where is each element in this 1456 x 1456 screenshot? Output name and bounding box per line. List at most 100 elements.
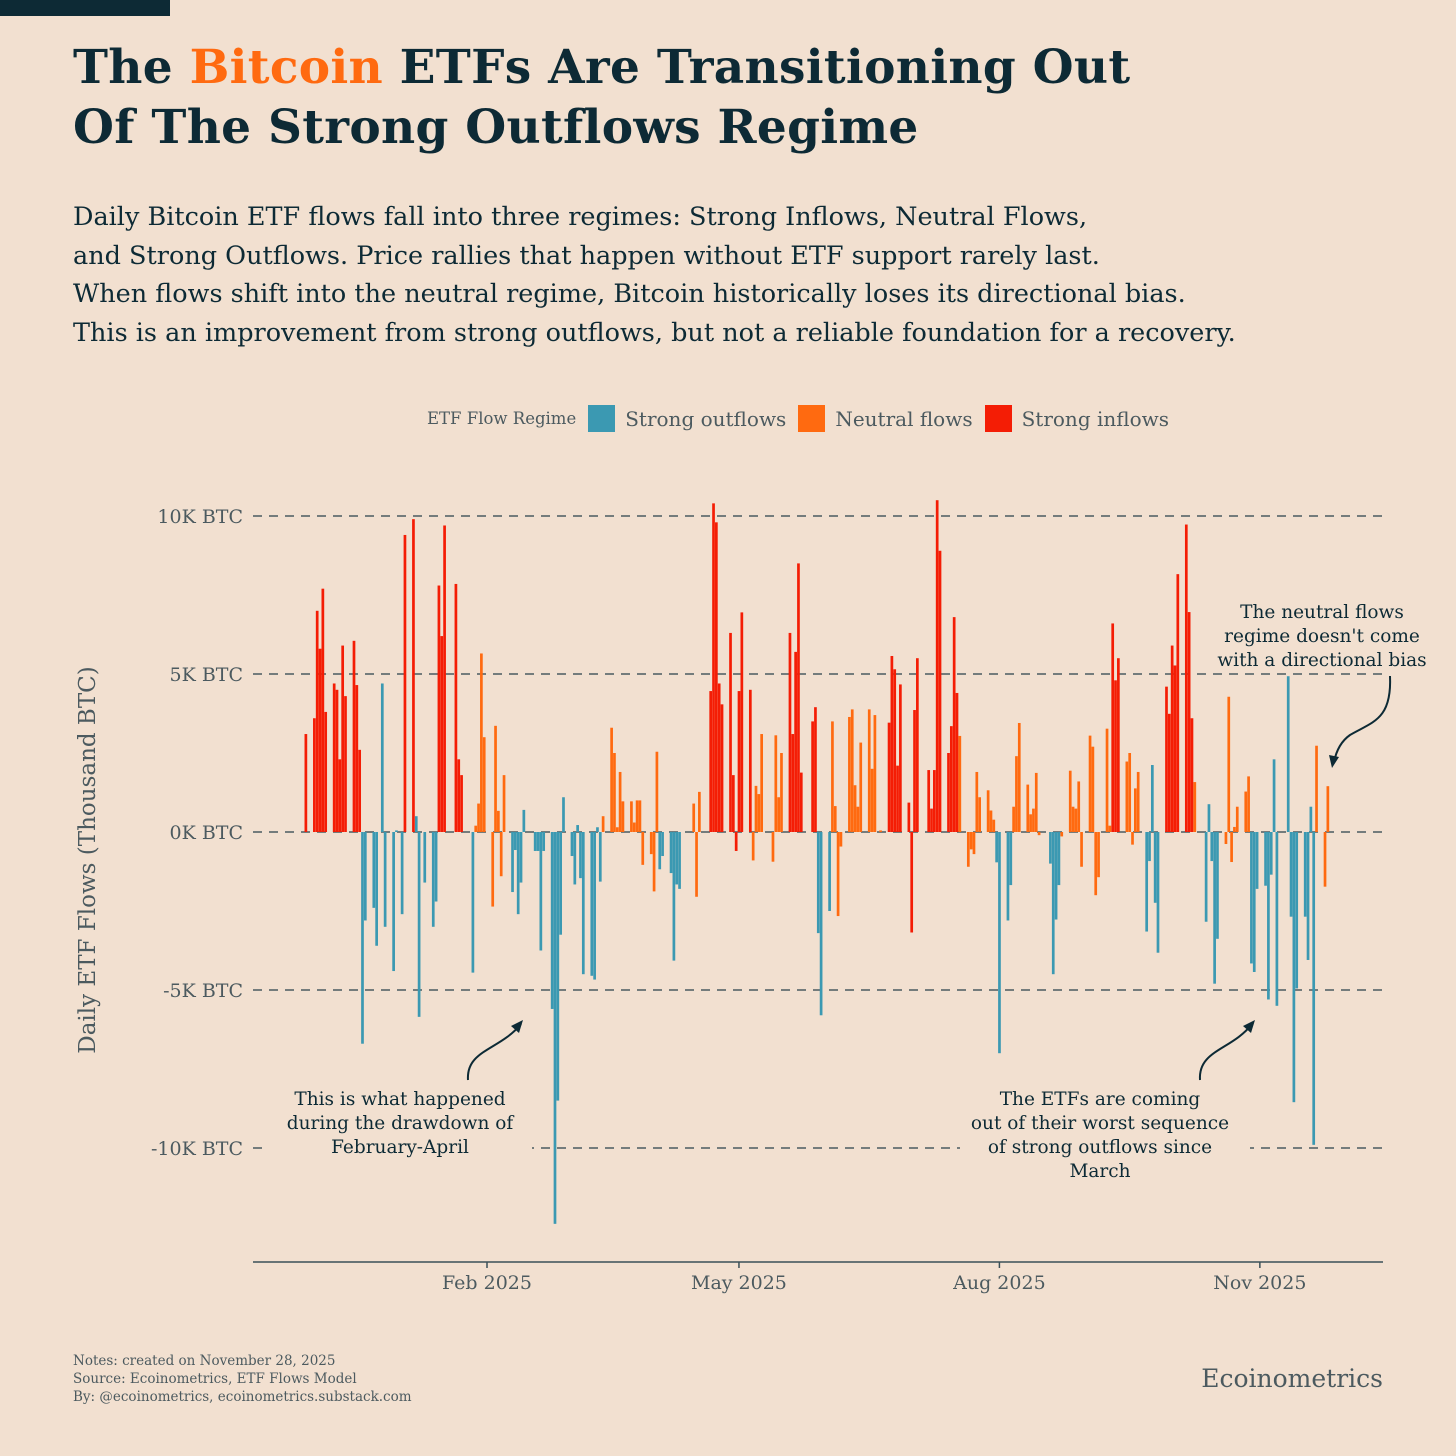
- bar-neutral-flows: [859, 742, 863, 832]
- bar-strong-outflows: [471, 832, 475, 973]
- bar-strong-inflows: [907, 802, 911, 832]
- bar-strong-outflows: [550, 832, 554, 1009]
- subtitle-line: and Strong Outflows. Price rallies that …: [73, 240, 1100, 271]
- bar-neutral-flows: [780, 753, 783, 832]
- bar-strong-inflows: [949, 726, 953, 832]
- source-text: Source: Ecoinometrics, ETF Flows Model: [73, 1371, 357, 1387]
- bar-neutral-flows: [1080, 832, 1083, 867]
- bar-strong-outflows: [816, 832, 820, 934]
- bar-strong-inflows: [1184, 524, 1188, 832]
- y-tick-label: -5K BTC: [163, 980, 243, 1002]
- bar-neutral-flows: [1077, 781, 1081, 832]
- bar-neutral-flows: [992, 819, 996, 832]
- bar-strong-outflows: [1267, 832, 1270, 1000]
- bar-strong-inflows: [715, 522, 718, 832]
- bar-strong-inflows: [748, 689, 752, 832]
- annotation-line: with a directional bias: [1217, 650, 1426, 671]
- bar-strong-inflows: [890, 655, 894, 832]
- bar-neutral-flows: [618, 771, 622, 832]
- bar-strong-outflows: [581, 832, 585, 975]
- bar-neutral-flows: [1088, 735, 1092, 832]
- bar-strong-outflows: [516, 832, 520, 915]
- bar-strong-outflows: [658, 832, 662, 870]
- bar-neutral-flows: [477, 803, 480, 832]
- bar-strong-outflows: [1303, 832, 1307, 917]
- bar-neutral-flows: [856, 806, 860, 832]
- bar-strong-outflows: [395, 830, 398, 832]
- bar-strong-outflows: [1275, 832, 1279, 1006]
- bar-strong-inflows: [1176, 574, 1180, 832]
- bar-strong-inflows: [355, 685, 359, 832]
- bar-strong-inflows: [341, 645, 345, 832]
- bar-strong-inflows: [930, 808, 933, 832]
- subtitle-line: When flows shift into the neutral regime…: [73, 279, 1186, 309]
- annotation-worst-sequence: The ETFs are coming out of their worst s…: [960, 1020, 1255, 1188]
- bar-strong-inflows: [729, 632, 732, 832]
- bar-neutral-flows: [1233, 826, 1236, 832]
- bar-strong-inflows: [709, 691, 713, 832]
- bar-neutral-flows: [1125, 761, 1129, 832]
- annotation-line: March: [1069, 1161, 1130, 1182]
- bar-neutral-flows: [1029, 814, 1032, 832]
- bar-neutral-flows: [692, 803, 696, 832]
- bar-neutral-flows: [1247, 776, 1250, 832]
- bar-neutral-flows: [867, 709, 871, 832]
- bar-strong-outflows: [596, 827, 599, 832]
- bar-strong-outflows: [539, 832, 543, 951]
- bar-strong-inflows: [814, 707, 817, 832]
- bar-strong-inflows: [358, 749, 362, 832]
- bar-strong-inflows: [315, 610, 319, 832]
- bar-neutral-flows: [1094, 832, 1098, 896]
- bar-strong-outflows: [1051, 832, 1055, 975]
- annotation-line: during the drawdown of: [287, 1113, 515, 1134]
- bar-strong-outflows: [828, 832, 831, 911]
- bar-neutral-flows: [1068, 770, 1072, 832]
- subtitle-line: This is an improvement from strong outfl…: [73, 317, 1236, 348]
- bar-strong-inflows: [457, 759, 461, 832]
- bar-strong-outflows: [1156, 832, 1160, 953]
- bar-neutral-flows: [1034, 772, 1038, 832]
- bar-strong-outflows: [1049, 832, 1052, 864]
- bar-neutral-flows: [499, 832, 503, 877]
- bar-strong-outflows: [375, 832, 378, 946]
- bar-strong-inflows: [947, 753, 950, 832]
- bar-neutral-flows: [652, 832, 656, 892]
- bar-strong-outflows: [576, 825, 579, 832]
- bar-strong-inflows: [460, 775, 463, 832]
- bar-strong-outflows: [995, 832, 998, 863]
- bar-strong-outflows: [511, 832, 514, 893]
- brand-logo-text: Ecoinometrics: [1201, 1364, 1383, 1393]
- bar-strong-outflows: [1145, 832, 1149, 932]
- bar-neutral-flows: [972, 832, 976, 855]
- bar-strong-outflows: [1306, 832, 1310, 960]
- bar-neutral-flows: [497, 810, 500, 832]
- bar-strong-outflows: [672, 832, 676, 961]
- bar-strong-outflows: [1210, 832, 1214, 862]
- annotation-line: The neutral flows: [1240, 602, 1404, 623]
- bar-neutral-flows: [1105, 728, 1109, 832]
- bar-strong-outflows: [598, 832, 602, 882]
- bar-strong-inflows: [740, 612, 744, 832]
- bar-strong-outflows: [414, 816, 418, 832]
- bar-strong-inflows: [731, 775, 735, 832]
- bar-neutral-flows: [1193, 782, 1197, 832]
- bar-strong-outflows: [383, 832, 387, 927]
- bar-neutral-flows: [986, 790, 990, 832]
- bar-neutral-flows: [1017, 722, 1021, 832]
- legend: ETF Flow Regime Strong outflows Neutral …: [427, 405, 1181, 432]
- bar-neutral-flows: [1032, 808, 1035, 832]
- bar-strong-outflows: [1150, 765, 1154, 832]
- bar-strong-inflows: [952, 617, 956, 832]
- annotation-line: This is what happened: [294, 1089, 505, 1110]
- bar-neutral-flows: [839, 832, 843, 847]
- arrowhead-icon: [1329, 755, 1339, 768]
- bar-strong-inflows: [313, 718, 316, 832]
- bar-strong-inflows: [1165, 686, 1168, 832]
- bar-strong-outflows: [1216, 832, 1219, 939]
- bar-strong-inflows: [318, 648, 322, 832]
- bar-strong-outflows: [678, 832, 681, 889]
- bar-strong-inflows: [304, 734, 308, 832]
- bar-strong-inflows: [324, 711, 328, 832]
- bar-neutral-flows: [1037, 832, 1041, 836]
